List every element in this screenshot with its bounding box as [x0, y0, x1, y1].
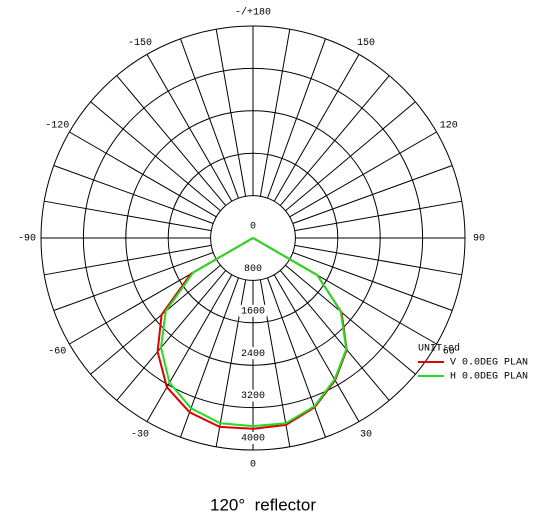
r-tick-label: 3200: [241, 391, 265, 402]
label-bg: [239, 389, 267, 402]
angle-label: 30: [360, 429, 372, 440]
ring: [40, 25, 466, 451]
r-tick-label: 0: [250, 222, 256, 233]
angle-label: 150: [357, 38, 375, 49]
ring: [167, 152, 339, 324]
curve: [159, 237, 348, 428]
angle-label: 90: [473, 234, 485, 245]
r-tick-label: 1600: [241, 306, 265, 317]
ring: [82, 67, 424, 409]
label-bg: [239, 347, 267, 360]
angle-label: -60: [48, 347, 66, 358]
angle-label: 60: [443, 347, 455, 358]
r-tick-label: 2400: [241, 349, 265, 360]
unit-label: UNIT:cd: [418, 343, 460, 355]
label-bg: [239, 220, 267, 232]
angle-label: -90: [18, 234, 36, 245]
r-tick-label: 800: [244, 264, 262, 275]
angle-label: 0: [250, 460, 256, 471]
label-bg: [239, 304, 267, 317]
angle-label: 120: [440, 121, 458, 132]
label-bg: [239, 262, 267, 275]
angle-label: -120: [45, 121, 69, 132]
r-tick-label: 4000: [241, 434, 265, 445]
label-bg: [239, 432, 267, 444]
angle-label: -150: [128, 38, 152, 49]
ring: [125, 110, 381, 366]
angle-label: -30: [131, 429, 149, 440]
legend-label: H 0.0DEG PLAN: [450, 372, 528, 383]
legend-label: V 0.0DEG PLAN: [450, 358, 528, 369]
angle-label: -/+180: [235, 7, 271, 19]
caption: 120° reflector: [210, 495, 316, 514]
ring: [210, 195, 296, 281]
